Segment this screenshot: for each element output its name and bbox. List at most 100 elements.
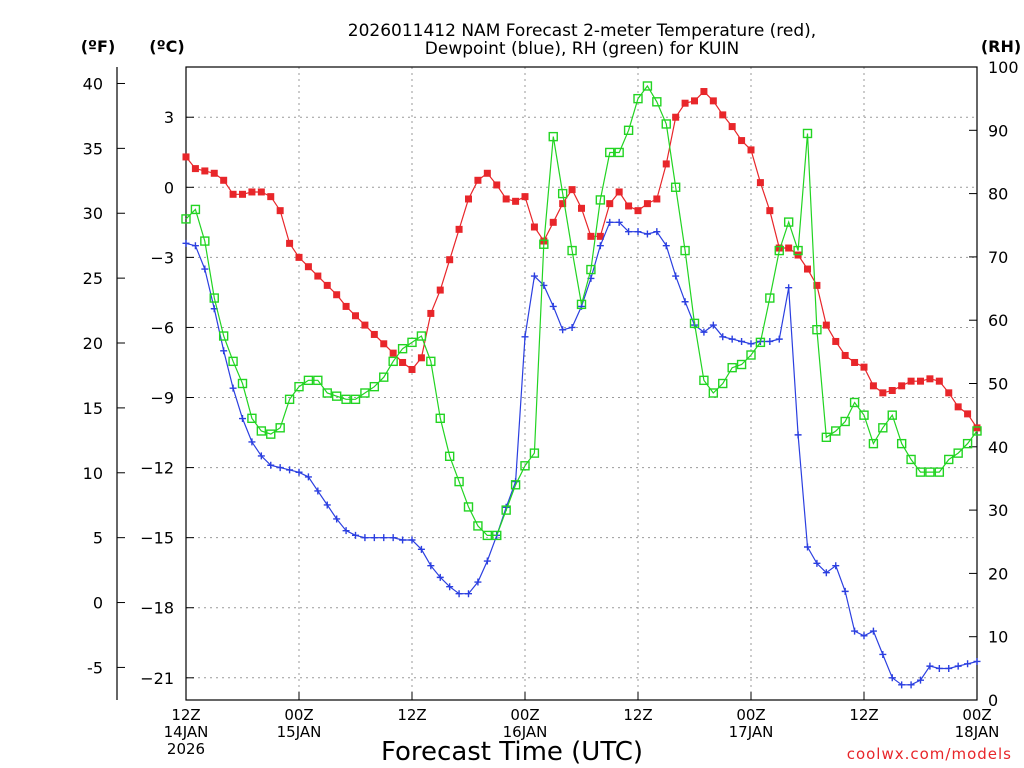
rh-point [859, 410, 869, 420]
2-meter-temperature-point [653, 195, 661, 203]
dewpoint-point [182, 239, 190, 247]
2-meter-temperature-point [860, 363, 868, 371]
x-tick-label: 15JAN [277, 723, 322, 741]
dewpoint-point [954, 662, 962, 670]
dewpoint-point [267, 461, 275, 469]
2-meter-temperature-point [756, 179, 764, 187]
2-meter-temperature-point [917, 377, 924, 385]
dewpoint-point [333, 515, 341, 523]
dewpoint-point [841, 587, 849, 595]
2-meter-temperature-point [700, 88, 708, 96]
dewpoint-point [879, 650, 887, 658]
rh-point [896, 438, 907, 449]
dewpoint-point [427, 562, 435, 570]
rh-point [595, 195, 606, 205]
fahrenheit-unit-label: (ºF) [81, 37, 116, 56]
2-meter-temperature-point [483, 169, 491, 177]
rh-point [934, 467, 945, 477]
rh-point [765, 293, 775, 303]
axes [116, 66, 978, 701]
dewpoint-point [964, 660, 972, 668]
rh-point [906, 454, 916, 465]
2-meter-temperature-point [239, 190, 246, 198]
dewpoint-point [370, 534, 378, 542]
2-meter-temperature-point [634, 207, 642, 215]
rh-point [379, 372, 389, 382]
2-meter-temperature-point [220, 176, 228, 184]
rh-point [529, 448, 540, 458]
dewpoint-point [417, 545, 425, 553]
2-meter-temperature-point [352, 312, 359, 320]
rh-point [388, 356, 398, 367]
rh-point [266, 429, 276, 439]
2-meter-temperature-point [738, 137, 746, 145]
rh-point [736, 359, 747, 370]
x-tick-label: 00Z [510, 706, 539, 724]
rh-tick-label: 20 [988, 564, 1008, 583]
dewpoint-point [361, 534, 369, 542]
fahrenheit-tick-label: 0 [93, 594, 103, 613]
rh-point [689, 318, 700, 329]
rh-point [576, 299, 587, 310]
dewpoint-point [559, 326, 567, 334]
rh-point [228, 356, 238, 367]
rh-tick-label: 40 [988, 438, 1008, 457]
dewpoint-point [239, 415, 246, 423]
2-meter-temperature-point [747, 146, 755, 154]
2-meter-temperature-point [945, 389, 953, 397]
2-meter-temperature-point [662, 160, 670, 168]
rh-point [331, 391, 342, 401]
2-meter-temperature-point [248, 188, 256, 196]
2-meter-temperature-point [578, 204, 585, 212]
rh-point [680, 245, 690, 256]
dewpoint-point [483, 557, 491, 565]
rh-point [849, 397, 860, 408]
2-meter-temperature-point [323, 281, 331, 289]
dewpoint-point [738, 337, 746, 345]
chart-title-line-1: 2026011412 NAM Forecast 2-meter Temperat… [348, 21, 816, 41]
rh-tick-label: 60 [988, 311, 1008, 330]
2-meter-temperature-point [926, 375, 934, 383]
dewpoint-point [634, 228, 642, 236]
rh-point [652, 97, 662, 107]
rh-point [435, 413, 445, 424]
dewpoint-point [662, 242, 670, 250]
2-meter-temperature-point [267, 193, 275, 201]
rh-point [501, 505, 511, 515]
dewpoint-point [323, 501, 331, 509]
dewpoint-point [229, 384, 237, 392]
rh-point [181, 214, 191, 224]
2-meter-temperature-point [907, 377, 915, 385]
rh-point [840, 416, 850, 427]
2-meter-temperature-point [295, 253, 303, 261]
rh-point [510, 480, 521, 490]
rh-point [727, 362, 737, 373]
rh-point [699, 375, 709, 386]
dewpoint-point [832, 562, 840, 570]
rh-point [925, 467, 935, 477]
rh-point [623, 125, 634, 136]
rh-point [463, 502, 474, 512]
celsius-unit-label: (ºC) [149, 37, 184, 56]
rh-tick-label: 50 [988, 375, 1008, 394]
x-tick-label: 12Z [397, 706, 426, 724]
rh-point [322, 388, 332, 398]
rh-point [878, 423, 888, 433]
2-meter-temperature-point [935, 377, 943, 385]
2-meter-temperature-point [521, 193, 529, 201]
dewpoint-point [945, 664, 953, 672]
2-meter-temperature-point [587, 232, 595, 240]
2-meter-temperature-point [804, 265, 811, 273]
rh-point [670, 182, 681, 192]
rh-point [755, 337, 766, 348]
x-tick-label: 16JAN [503, 723, 548, 741]
2-meter-temperature-point [559, 200, 567, 208]
2-meter-temperature-point [549, 218, 557, 226]
2-meter-temperature-point [389, 349, 397, 357]
rh-point [284, 394, 295, 405]
dewpoint-point [352, 531, 359, 539]
chart-title-line-2: Dewpoint (blue), RH (green) for KUIN [425, 39, 739, 59]
dewpoint-point [785, 284, 793, 292]
x-tick-label: 2026 [167, 740, 205, 758]
